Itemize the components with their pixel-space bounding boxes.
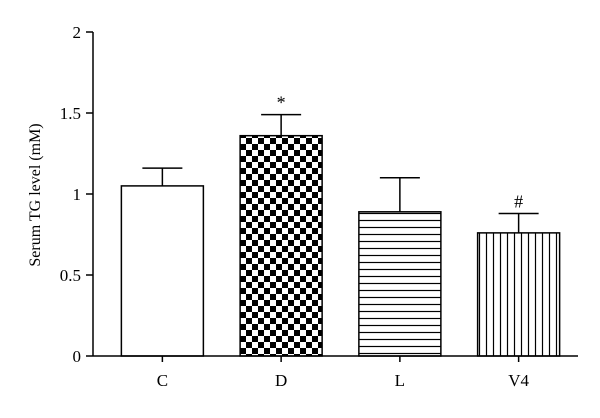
x-tick-label: L [395, 371, 405, 390]
significance-marker: * [277, 93, 286, 113]
y-tick-label: 1.5 [60, 104, 81, 123]
bar-l [358, 211, 442, 357]
bars-group: *# [120, 93, 561, 357]
y-axis-label: Serum TG level (mM) [27, 123, 44, 266]
bar-c [120, 185, 205, 357]
y-tick-label: 0.5 [60, 266, 81, 285]
y-axis: 0 0.5 1 1.5 2 [60, 23, 94, 366]
y-tick-label: 2 [73, 23, 82, 42]
bar-v4 [476, 232, 561, 357]
x-tick-label: C [157, 371, 168, 390]
y-tick-label: 0 [73, 347, 82, 366]
x-tick-label: D [275, 371, 287, 390]
y-tick-label: 1 [73, 185, 82, 204]
x-tick-label: V4 [508, 371, 529, 390]
bar-d [239, 134, 323, 357]
x-axis: C D L V4 [93, 355, 578, 390]
significance-marker: # [514, 191, 523, 211]
